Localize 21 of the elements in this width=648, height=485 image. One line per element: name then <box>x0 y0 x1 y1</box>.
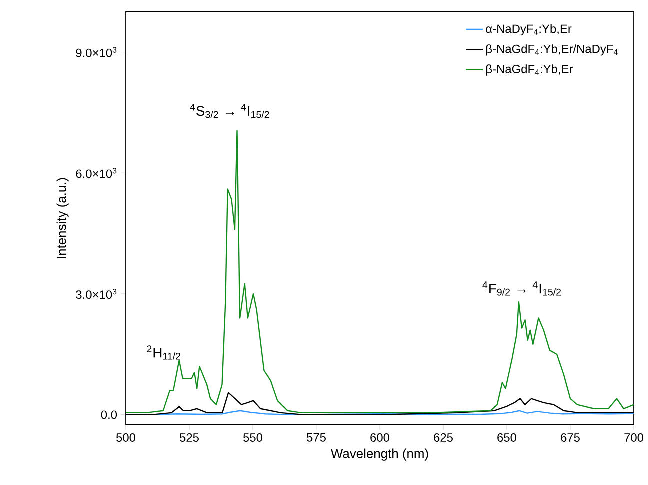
x-tick-label: 525 <box>180 434 199 442</box>
x-tick-label: 650 <box>498 434 517 442</box>
legend-label: β-NaGdF$_{4}$:Yb,Er/NaDyF$_{4}$ <box>486 44 618 56</box>
y-tick-label: 6.0×10$^{3}$ <box>76 168 117 178</box>
x-tick-label: 625 <box>434 434 453 442</box>
x-tick-label: 550 <box>244 434 263 442</box>
y-tick-label: 0.0 <box>101 410 118 420</box>
y-tick-label: 9.0×10$^{3}$ <box>76 47 117 58</box>
x-tick-label: 500 <box>116 434 136 442</box>
legend-label: α-NaDyF$_{4}$:Yb,Er <box>486 24 572 36</box>
legend-label: β-NaGdF$_{4}$:Yb,Er <box>486 64 574 76</box>
x-tick-label: 575 <box>307 434 326 442</box>
y-tick-label: 3.0×10$^{3}$ <box>76 289 117 300</box>
y-axis-title: Intensity (a.u.) <box>56 178 69 258</box>
x-tick-label: 600 <box>370 434 390 442</box>
annotation: $^{4}$F$_{9/2}$ → $^{4}$I$_{15/2}$ <box>482 282 562 296</box>
x-axis-title: Wavelength (nm) <box>331 448 428 461</box>
x-tick-label: 675 <box>561 434 580 442</box>
x-tick-label: 700 <box>624 434 644 442</box>
annotation: $^{2}$H$_{11/2}$ <box>147 346 180 360</box>
annotation: $^{4}$S$_{3/2}$ → $^{4}$I$_{15/2}$ <box>190 104 270 118</box>
